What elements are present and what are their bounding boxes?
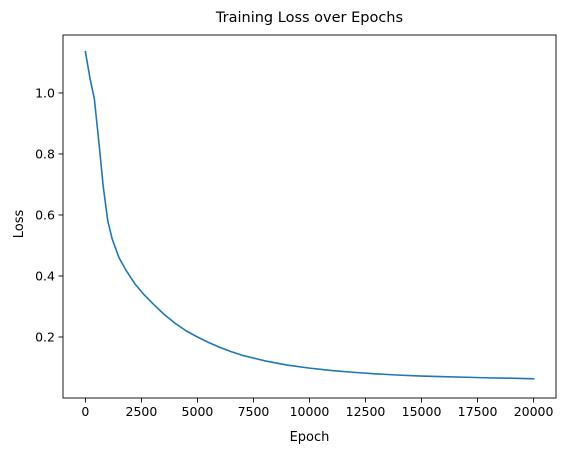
chart-title: Training Loss over Epochs bbox=[215, 10, 403, 26]
y-tick-label: 0.6 bbox=[35, 207, 55, 222]
x-tick-label: 12500 bbox=[346, 404, 386, 419]
x-tick-label: 0 bbox=[81, 404, 89, 419]
x-tick-label: 2500 bbox=[126, 404, 158, 419]
x-tick-label: 15000 bbox=[402, 404, 442, 419]
loss-series-line bbox=[84, 50, 535, 380]
y-tick-label: 1.0 bbox=[35, 85, 55, 100]
plot-area: 0 2500 5000 7500 10000 12500 15000 17500 20000 0.… bbox=[35, 34, 557, 419]
x-tick-label: 10000 bbox=[290, 404, 330, 419]
y-axis-label: Loss bbox=[12, 210, 27, 239]
x-tick-label: 20000 bbox=[514, 404, 554, 419]
y-tick-label: 0.4 bbox=[35, 268, 55, 283]
y-tick-label: 0.8 bbox=[35, 146, 55, 161]
x-axis-label: Epoch bbox=[290, 430, 330, 445]
y-tick-label: 0.2 bbox=[35, 329, 55, 344]
x-tick-label: 17500 bbox=[458, 404, 498, 419]
x-tick-label: 5000 bbox=[182, 404, 214, 419]
x-tick-label: 7500 bbox=[238, 404, 270, 419]
